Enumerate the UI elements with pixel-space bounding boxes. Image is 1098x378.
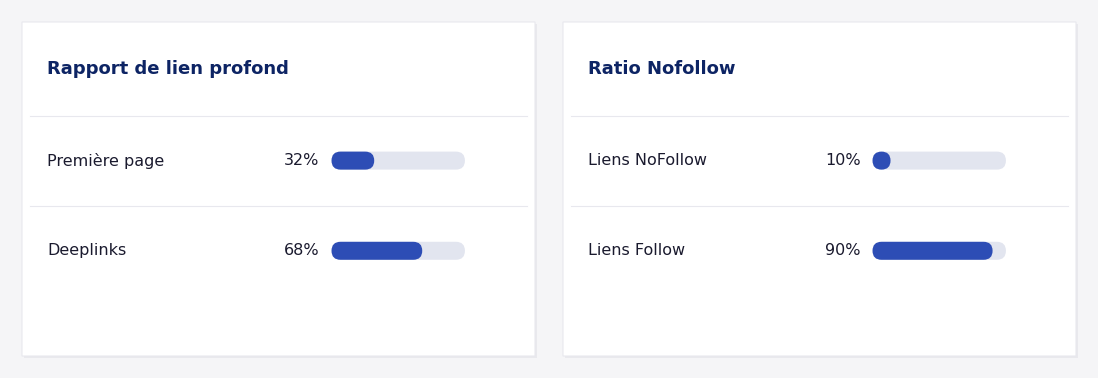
FancyBboxPatch shape [873, 152, 1006, 170]
Text: Ratio Nofollow: Ratio Nofollow [589, 60, 736, 78]
Text: 68%: 68% [284, 243, 320, 258]
Text: 10%: 10% [825, 153, 861, 168]
FancyBboxPatch shape [873, 242, 1006, 260]
Text: Liens Follow: Liens Follow [589, 243, 685, 258]
FancyBboxPatch shape [873, 152, 890, 170]
FancyBboxPatch shape [332, 242, 464, 260]
Text: 32%: 32% [284, 153, 320, 168]
FancyBboxPatch shape [563, 22, 1076, 356]
Text: Deeplinks: Deeplinks [47, 243, 126, 258]
FancyBboxPatch shape [332, 242, 423, 260]
FancyBboxPatch shape [565, 24, 1078, 358]
Text: 90%: 90% [825, 243, 861, 258]
Text: Première page: Première page [47, 153, 165, 169]
FancyBboxPatch shape [24, 24, 537, 358]
FancyBboxPatch shape [332, 152, 464, 170]
FancyBboxPatch shape [22, 22, 535, 356]
FancyBboxPatch shape [873, 242, 993, 260]
FancyBboxPatch shape [332, 152, 374, 170]
Text: Liens NoFollow: Liens NoFollow [589, 153, 707, 168]
Text: Rapport de lien profond: Rapport de lien profond [47, 60, 289, 78]
